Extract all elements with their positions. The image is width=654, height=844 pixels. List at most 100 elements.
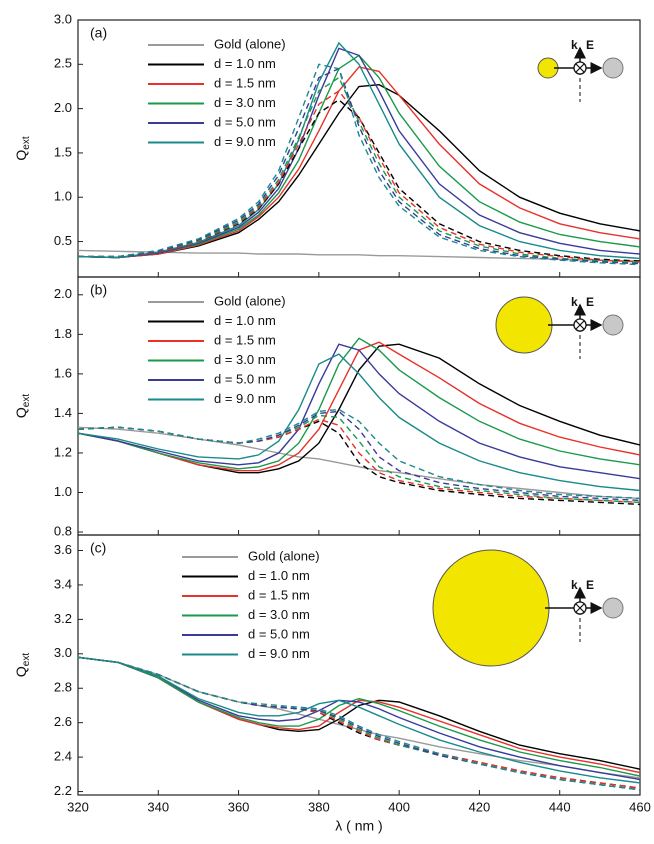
dashed-line [78,76,641,264]
y-tick-label: 2.5 [54,56,72,71]
line [77,337,641,470]
y-tick-label: 3.4 [54,576,72,591]
legend-label: d = 3.0 nm [214,95,276,110]
k-cross [575,320,585,330]
x-tick-label: 440 [549,799,571,814]
line [77,353,641,492]
y-axis-label-main: Q [13,150,29,161]
x-tick-label: 380 [308,799,330,814]
panel-label: (b) [90,282,107,298]
line [77,83,641,259]
legend-label: Gold (alone) [214,293,286,308]
legend-label: d = 3.0 nm [248,607,310,622]
line [77,656,641,779]
panel-label: (a) [90,25,107,41]
inset-label: k [571,295,578,309]
panel-label: (c) [90,540,106,556]
line [77,341,641,472]
legend-label: Gold (alone) [248,548,320,563]
y-axis-label: Qext [13,136,32,160]
legend-label: d = 1.5 nm [214,332,276,347]
inset-label: E [586,295,594,309]
dashed-line [77,656,641,791]
x-axis-label: λ ( nm ) [335,818,382,834]
y-axis-label-sub: ext [21,394,32,408]
y-tick-label: 1.4 [54,405,72,420]
x-tick-label: 460 [629,799,651,814]
y-tick-label: 1.8 [54,326,72,341]
legend-label: Gold (alone) [214,36,286,51]
y-axis-label-main: Q [13,407,29,418]
line [77,249,641,262]
y-tick-label: 3.6 [54,542,72,557]
y-tick-label: 1.0 [54,189,72,204]
x-tick-label: 320 [67,799,89,814]
legend-label: d = 9.0 nm [214,391,276,406]
x-tick-label: 420 [469,799,491,814]
y-tick-label: 0.5 [54,233,72,248]
inset-label: k [571,38,578,52]
y-tick-label: 1.6 [54,365,72,380]
legend-label: d = 5.0 nm [248,626,310,641]
line [77,656,641,774]
inset-label: E [586,38,594,52]
dashed-line [77,410,641,502]
k-cross [575,63,585,73]
legend-label: d = 1.0 nm [248,568,310,583]
line [77,343,641,480]
inset-label: E [586,578,594,592]
dashed-line [78,89,641,263]
y-axis-label-sub: ext [21,136,32,150]
line [77,66,641,259]
y-tick-label: 2.4 [54,749,72,764]
inset-label: k [571,578,578,592]
legend-label: d = 1.5 nm [248,587,310,602]
y-tick-label: 3.0 [54,11,72,26]
line [77,54,641,259]
y-tick-label: 1.5 [54,144,72,159]
molecule [602,57,624,79]
molecule [602,597,624,619]
y-tick-label: 2.0 [54,100,72,115]
y-tick-label: 3.2 [54,611,72,626]
dashed-line [78,67,641,265]
plot-frame [77,534,641,796]
k-cross [575,603,585,613]
legend-label: d = 3.0 nm [214,352,276,367]
y-axis-label-main: Q [13,666,29,677]
molecule [602,314,624,336]
legend-label: d = 1.0 nm [214,313,276,328]
y-tick-label: 3.0 [54,645,72,660]
x-tick-label: 340 [147,799,169,814]
dashed-line [77,656,641,789]
line [77,656,641,784]
y-axis-label: Qext [13,394,32,418]
y-tick-label: 2.6 [54,714,72,729]
dashed-line [77,656,641,789]
y-tick-label: 2.0 [54,286,72,301]
plot-frame [77,19,641,278]
gold-particle [495,296,553,354]
y-tick-label: 2.8 [54,680,72,695]
y-tick-label: 1.0 [54,484,72,499]
y-axis-label: Qext [13,653,32,677]
legend-label: d = 1.0 nm [214,56,276,71]
x-tick-label: 360 [228,799,250,814]
y-axis-label-sub: ext [21,653,32,667]
legend-label: d = 9.0 nm [214,134,276,149]
dashed-line [77,408,641,500]
line [77,656,641,777]
x-tick-label: 400 [388,799,410,814]
line [77,47,641,259]
y-tick-label: 0.8 [54,523,72,538]
legend-label: d = 1.5 nm [214,75,276,90]
legend-label: d = 5.0 nm [214,114,276,129]
line [77,656,641,770]
legend-label: d = 5.0 nm [214,371,276,386]
y-tick-label: 1.2 [54,444,72,459]
line [77,41,641,260]
legend-label: d = 9.0 nm [248,646,310,661]
gold-particle [432,549,550,667]
y-tick-label: 2.2 [54,783,72,798]
